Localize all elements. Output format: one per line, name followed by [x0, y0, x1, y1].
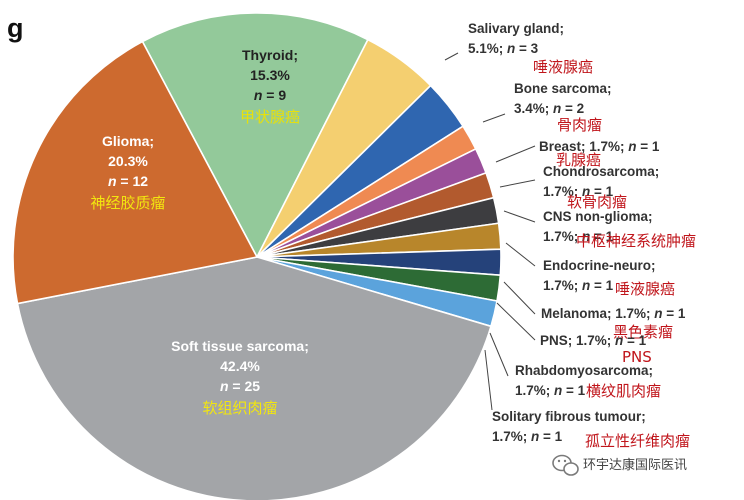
pie-slice-12-soft-tissue-sarcoma — [16, 256, 492, 500]
leader-line-endocrine-neuro — [505, 242, 536, 267]
outside-label-pns-1-7: PNS; 1.7%; n = 1 — [540, 333, 647, 348]
pie-slice-1-thyroid — [141, 12, 369, 259]
leader-line-solitary-fibrous-tumour — [484, 349, 493, 411]
outside-cn-label-rhabdomyosarcoma: 横纹肌肉瘤 — [586, 382, 661, 400]
outside-cn-label-bone-sarcoma: 骨肉瘤 — [557, 116, 602, 134]
leader-line-salivary-gland — [444, 52, 459, 61]
outside-label-melanoma-1-7: Melanoma; 1.7%; n = 1 — [541, 306, 686, 321]
outside-cn-label-endocrine-neuro: 唾液腺癌 — [615, 280, 675, 298]
slice-label-glioma: Glioma; — [102, 133, 154, 149]
wechat-icon — [552, 454, 579, 476]
outside-cn-label-breast-1-7: 乳腺癌 — [556, 151, 601, 169]
slice-count-soft-tissue-sarcoma: n = 25 — [220, 378, 260, 394]
outside-label-rhabdomyosarcoma: Rhabdomyosarcoma; — [515, 363, 653, 378]
leader-line-melanoma-1-7 — [503, 281, 536, 315]
leader-line-cns-non-glioma — [503, 210, 536, 223]
outside-label-stats-endocrine-neuro: 1.7%; n = 1 — [543, 278, 614, 293]
outside-cn-label-solitary-fibrous-tumour: 孤立性纤维肉瘤 — [585, 432, 690, 450]
leader-line-breast-1-7 — [495, 145, 536, 163]
outside-cn-label-cns-non-glioma: 中枢神经系统肿瘤 — [576, 232, 696, 250]
leader-line-bone-sarcoma — [482, 113, 506, 123]
slice-label-soft-tissue-sarcoma: Soft tissue sarcoma; — [171, 338, 309, 354]
outside-label-cns-non-glioma: CNS non-glioma; — [543, 209, 653, 224]
slice-percent-thyroid: 15.3% — [250, 67, 290, 83]
slice-cn-label-thyroid: 甲状腺癌 — [240, 108, 300, 126]
outside-cn-label-salivary-gland: 唾液腺癌 — [533, 58, 593, 76]
outside-cn-label-chondrosarcoma: 软骨肉瘤 — [567, 193, 627, 211]
outside-cn-label-melanoma-1-7: 黑色素瘤 — [613, 323, 673, 341]
panel-letter: g — [7, 13, 24, 43]
leader-lines — [444, 52, 536, 411]
outside-label-salivary-gland: Salivary gland; — [468, 21, 564, 36]
slice-count-thyroid: n = 9 — [254, 87, 287, 103]
slice-label-thyroid: Thyroid; — [242, 47, 298, 63]
outside-label-chondrosarcoma: Chondrosarcoma; — [543, 164, 659, 179]
slice-count-glioma: n = 12 — [108, 173, 148, 189]
pie-slice-13-glioma — [12, 40, 259, 305]
inside-labels: Thyroid; 15.3% n = 9 甲状腺癌 Soft tissue sarcom… — [90, 47, 308, 417]
outside-label-stats-salivary-gland: 5.1%; n = 3 — [468, 41, 539, 56]
outside-label-stats-rhabdomyosarcoma: 1.7%; n = 1 — [515, 383, 586, 398]
slice-cn-label-glioma: 神经胶质瘤 — [90, 194, 165, 212]
leader-line-pns-1-7 — [496, 302, 536, 341]
leader-line-rhabdomyosarcoma — [489, 332, 509, 377]
watermark-text: 环宇达康国际医讯 — [583, 457, 687, 473]
outside-cn-label-pns-1-7: PNS — [622, 348, 652, 366]
slice-percent-glioma: 20.3% — [108, 153, 148, 169]
slice-cn-label-soft-tissue-sarcoma: 软组织肉瘤 — [202, 399, 277, 417]
outside-labels: Salivary gland; 5.1%; n = 3 唾液腺癌 Bone sarco… — [468, 21, 696, 450]
outside-label-stats-bone-sarcoma: 3.4%; n = 2 — [514, 101, 584, 116]
outside-label-endocrine-neuro: Endocrine-neuro; — [543, 258, 656, 273]
outside-label-stats-solitary-fibrous-tumour: 1.7%; n = 1 — [492, 429, 563, 444]
outside-label-stats-chondrosarcoma: 1.7%; n = 1 — [543, 184, 614, 199]
outside-label-stats-cns-non-glioma: 1.7%; n = 1 — [543, 229, 614, 244]
slice-percent-soft-tissue-sarcoma: 42.4% — [220, 358, 260, 374]
leader-line-chondrosarcoma — [499, 179, 536, 188]
outside-label-breast-1-7: Breast; 1.7%; n = 1 — [539, 139, 660, 154]
pie-slices — [12, 12, 502, 500]
watermark: 环宇达康国际医讯 — [552, 454, 687, 476]
outside-label-bone-sarcoma: Bone sarcoma; — [514, 81, 612, 96]
outside-label-solitary-fibrous-tumour: Solitary fibrous tumour; — [492, 409, 646, 424]
